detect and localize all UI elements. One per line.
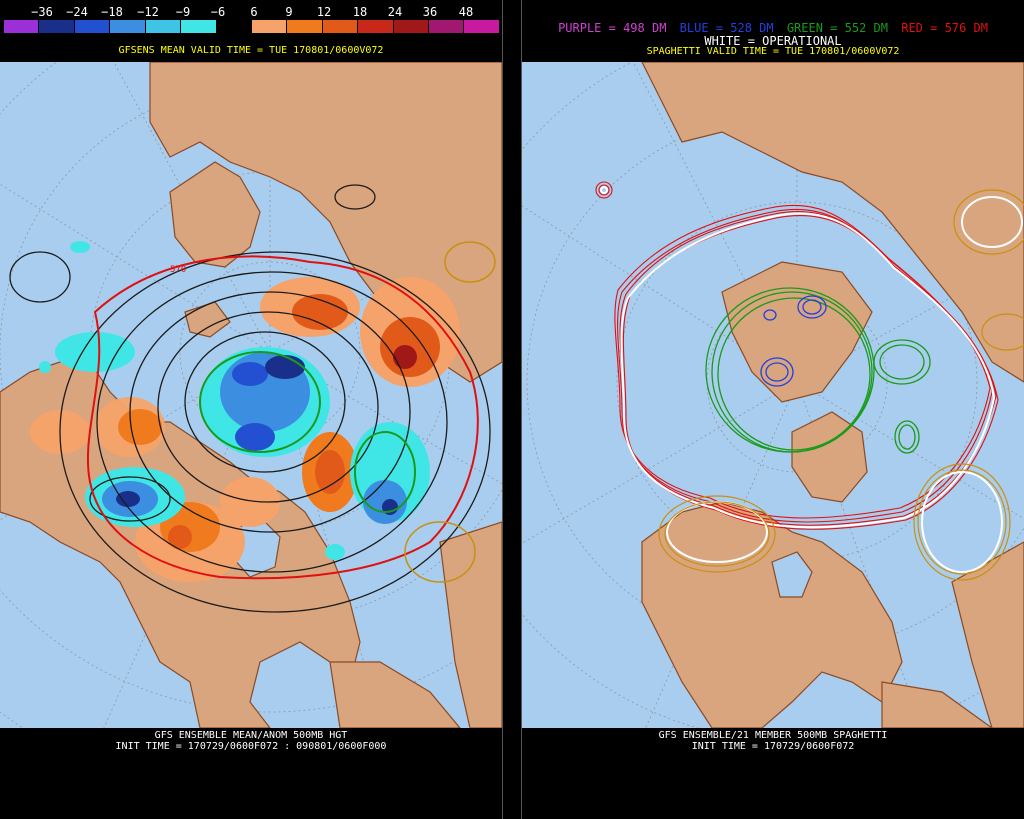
colorbar-label: −36 [31,5,53,19]
positive-anomalies [30,277,460,582]
mustard-contours [658,189,1024,581]
colorbar-segment [287,20,323,33]
spaghetti-footer-init-time: INIT TIME = 170729/0600F072 [691,741,855,752]
spaghetti-legend: PURPLE = 498 DM BLUE = 528 DM GREEN = 55… [522,22,1024,35]
africa-europe [439,521,502,728]
spaghetti-footer-title: GFS ENSEMBLE/21 MEMBER 500MB SPAGHETTI [658,730,888,741]
mustard-contours [404,241,496,583]
spaghetti-panel: PURPLE = 498 DM BLUE = 528 DM GREEN = 55… [522,0,1024,819]
colorbar-segment [145,20,182,33]
green-552-contours [705,287,931,454]
blue-528-contours [760,295,827,387]
colorbar-segment [358,20,394,33]
red-contour [86,255,479,580]
panel-divider [502,0,522,819]
ensemble-mean-panel: −36 −24 −18 −12 −9 −6 6 9 12 18 24 36 48… [0,0,502,819]
south-america [881,681,994,728]
colorbar-label: 18 [352,5,368,19]
colorbar-segment [251,20,288,33]
ensemble-mean-map-svg: 570 [0,62,502,728]
colorbar-label: −18 [101,5,123,19]
footer-title: GFS ENSEMBLE MEAN/ANOM 500MB HGT [154,730,348,741]
footer-init-time: INIT TIME = 170729/0600F072 : 090801/060… [115,741,387,752]
colorbar-segment [464,20,500,33]
colorbar-label: 9 [285,5,293,19]
colorbar-label: 36 [422,5,438,19]
height-contours [9,184,491,613]
colorbar-label: 12 [316,5,332,19]
colorbar-segment [110,20,146,33]
colorbar-label: −6 [210,5,226,19]
hudson-bay [771,551,813,598]
south-america [329,661,461,728]
colorbar-label: 6 [250,5,258,19]
colorbar-label: −12 [137,5,159,19]
colorbar-segment [74,20,111,33]
colorbar-segment [216,20,252,33]
green-contours [199,351,416,513]
colorbar-labels: −36 −24 −18 −12 −9 −6 6 9 12 18 24 36 48 [4,5,500,19]
arctic-islands [721,261,873,403]
colorbar-segment [39,20,75,33]
africa-europe [951,541,1024,728]
ensemble-mean-map: 570 [0,62,502,728]
legend-green: GREEN = 552 DM [786,21,888,35]
colorbar-segment [429,20,465,33]
negative-anomalies [39,241,430,560]
colorbar-segment [393,20,430,33]
colorbar-label: −24 [66,5,88,19]
colorbar-segment [4,20,40,33]
colorbar-segment [181,20,217,33]
legend-red: RED = 576 DM [901,21,988,35]
colorbar-segment [322,20,359,33]
colorbar-label: −9 [175,5,191,19]
greenland [791,411,868,503]
legend-blue: BLUE = 528 DM [679,21,774,35]
spaghetti-valid-time-caption: SPAGHETTI VALID TIME = TUE 170801/0600V0… [646,46,900,57]
legend-purple: PURPLE = 498 DM [558,21,667,35]
valid-time-caption: GFSENS MEAN VALID TIME = TUE 170801/0600… [118,45,384,56]
anomaly-colorbar [4,20,500,33]
eurasia [641,62,1024,383]
legend-white-operational: WHITE = OPERATIONAL [704,34,842,48]
colorbar-label: 48 [458,5,474,19]
spaghetti-map [522,62,1024,728]
colorbar-label: 24 [387,5,403,19]
contour-label: 570 [170,265,186,275]
greenland [169,161,261,268]
spaghetti-map-svg [522,62,1024,728]
landmasses [641,62,1024,728]
